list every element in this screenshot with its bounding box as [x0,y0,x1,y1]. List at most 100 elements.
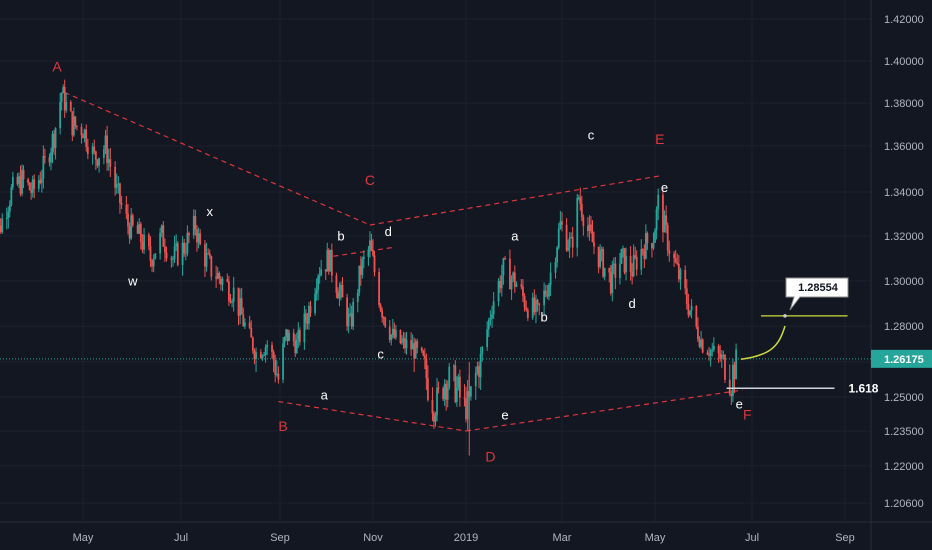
candle-body [50,152,52,163]
candle-body [39,180,42,183]
candle-body [184,253,187,255]
candle-body [561,221,563,225]
candle-body [74,116,77,126]
candle-body [98,157,100,166]
candle-body [96,159,99,166]
candle-body [107,159,110,164]
candle-body [327,250,330,272]
y-axis: 1.42000 1.40000 1.38000 1.36000 1.34000 1.320… [871,14,932,510]
candle-body [139,223,142,243]
candle-body [491,314,493,319]
candle-body [565,224,568,251]
wave-label-a: a [321,387,329,402]
candle-body [165,252,168,259]
candle-body [277,373,280,380]
current-price-badge [871,349,932,368]
candle-body [457,376,460,388]
candle-body [314,293,316,313]
wave-label-F: F [743,407,752,423]
candle-body [549,272,552,286]
candle-body [208,253,211,257]
candle-body [634,255,637,257]
candle-body [722,354,725,356]
projection-group: 1.28554 1.618 [726,277,879,395]
candle-body [30,190,33,193]
candle-body [173,246,176,259]
candle-body [497,280,500,302]
wave-label-A: A [52,59,62,75]
candle-body [499,280,502,289]
candle-body [414,341,417,359]
candle-body [597,246,600,267]
candle-body [346,297,348,327]
candle-body [318,275,321,277]
y-tick-label: 1.25000 [884,392,924,404]
candle-body [60,93,63,103]
candle-body [372,250,374,256]
candle-body [454,365,457,402]
candle-body [28,182,31,191]
candle-body [367,249,370,257]
wave-label-c: c [377,346,384,361]
candle-body [463,397,466,399]
candle-body [405,340,408,349]
candle-body [416,341,419,348]
candle-body [330,249,333,276]
candle-body [717,345,720,354]
y-tick-label: 1.22000 [884,461,924,473]
candle-body [577,197,580,199]
candle-body [657,194,660,210]
candle-body [666,225,669,251]
candle-body [393,328,396,338]
wave-label-D: D [485,448,495,464]
candle-body [455,387,458,402]
trend-line-C-E [369,175,660,226]
candle-body [591,231,594,243]
candle-body [114,166,117,188]
candle-body [94,151,97,160]
candle-body [423,355,426,359]
candle-body [120,203,123,205]
candle-body [340,284,342,291]
candle-body [136,225,139,234]
candle-body [443,383,446,400]
candle-body [69,101,72,112]
candle-body [48,157,51,163]
candle-body [255,352,257,359]
candle-body [286,329,289,341]
candle-body [229,300,232,303]
trend-line-D-F [465,389,743,432]
trend-line-A-C [64,91,371,226]
candlestick-series [0,79,737,456]
candle-body [250,327,253,338]
candle-body [218,273,221,279]
candle-body [481,347,484,354]
candle-body [452,365,455,367]
candle-body [512,272,515,279]
candle-body [733,364,736,380]
candle-body [711,349,714,351]
candle-body [11,176,14,188]
candle-body [274,360,277,375]
candle-body [359,265,362,275]
wave-labels: A B C D E Fx w b d a c a b c d e e e [52,59,751,465]
candle-body [466,391,469,420]
candle-body [295,339,298,354]
candle-body [394,330,397,338]
y-tick-label: 1.23500 [884,426,924,438]
candle-body [426,378,429,400]
candle-body [720,355,723,359]
x-tick-label: Mar [553,532,572,544]
candle-body [543,290,546,306]
y-tick-label: 1.42000 [884,14,924,26]
candle-body [5,218,8,220]
candle-body [695,305,698,327]
candle-body [556,247,559,263]
candle-body [109,159,112,167]
candle-body [504,258,506,260]
candle-body [0,225,2,232]
candle-body [436,387,438,416]
candle-body [10,187,13,205]
candle-body [700,339,703,347]
